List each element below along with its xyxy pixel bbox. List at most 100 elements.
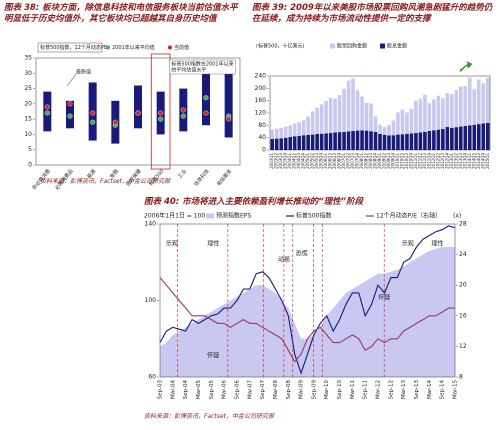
x-tick-label: 2003Q2	[274, 153, 279, 169]
bar-segment	[373, 131, 378, 150]
bar-segment	[337, 132, 342, 150]
legend-label: 12个月动态P/E（右轴）	[376, 212, 441, 220]
marker	[67, 101, 73, 107]
bar-segment	[427, 130, 432, 150]
x-tick-label: 电信服务	[215, 168, 233, 188]
x-tick-label: 2005Q3	[314, 153, 319, 169]
bar-segment	[445, 92, 450, 127]
y-tick-label: 60	[148, 374, 156, 381]
x-tick-label: 2007Q2	[346, 153, 351, 169]
x-tick-label: 2003Q1	[269, 153, 274, 169]
phase-label: 动摇	[278, 256, 290, 264]
marker	[203, 110, 209, 116]
x-tick-label: 2008Q1	[359, 153, 364, 169]
x-tick-label: Mar-14	[427, 380, 433, 400]
line	[159, 277, 455, 363]
bar-segment	[436, 95, 441, 130]
phase-label: 乐观	[166, 241, 178, 248]
x-tick-label: 2010Q1	[395, 153, 400, 169]
bar-segment	[409, 108, 414, 134]
y-tick-label: 16	[459, 312, 467, 319]
line	[159, 225, 456, 375]
bar-segment	[423, 94, 427, 132]
bar-segment	[369, 131, 373, 150]
x-tick-label: 2011Q3	[422, 153, 427, 169]
bar-segment	[396, 112, 400, 135]
range-bar	[224, 73, 233, 138]
x-tick-label: Sep-09	[311, 380, 317, 400]
x-tick-label: 2013Q2	[453, 153, 458, 169]
bar-segment	[283, 126, 288, 138]
bar-segment	[454, 127, 459, 150]
x-tick-label: Mar-06	[222, 380, 228, 400]
x-tick-label: Sep-13	[414, 380, 420, 400]
x-tick-label: 2014Q3	[476, 153, 481, 169]
bar-segment	[274, 138, 279, 150]
y-tick-label: 24	[459, 251, 467, 258]
x-tick-label: Sep-07	[260, 380, 266, 400]
x-tick-label: 2015Q1	[485, 153, 490, 169]
area	[160, 247, 455, 377]
y-tick-label: 120	[255, 110, 267, 117]
marker	[90, 119, 96, 125]
bar-segment	[301, 135, 306, 150]
marker	[226, 116, 232, 122]
x-tick-label: 2008Q4	[373, 153, 378, 169]
y-tick-label: 15	[24, 116, 32, 123]
legend-swatch	[380, 43, 385, 49]
bar-segment	[485, 78, 490, 123]
x-tick-label: 2009Q2	[381, 153, 386, 169]
bar-segment	[319, 104, 324, 134]
bar-segment	[459, 86, 463, 127]
bar-segment	[324, 100, 328, 134]
bar-segment	[391, 135, 396, 150]
chart-subtitle: (标普500，十亿美元)	[256, 43, 304, 50]
legend-label: 标普500指数	[296, 212, 331, 220]
bar-segment	[472, 89, 477, 125]
bar-segment	[418, 132, 423, 150]
x-tick-label: 2008Q2	[364, 153, 369, 169]
annotation: 的平均估值水平	[171, 67, 206, 74]
x-tick-label: 2012Q4	[444, 153, 449, 169]
phase-label: 怀疑	[378, 294, 390, 302]
x-tick-label: Mar-04	[170, 380, 176, 400]
bar-segment	[427, 103, 432, 131]
bar-segment	[306, 134, 310, 150]
bar-segment	[382, 134, 387, 150]
marker	[44, 110, 50, 116]
x-tick-label: 2004Q4	[301, 153, 306, 169]
x-tick-label: Mar-13	[401, 380, 407, 400]
x-tick-label: 2004Q2	[292, 153, 297, 169]
x-tick-label: 2003Q3	[278, 153, 283, 169]
x-tick-label: Sep-04	[183, 380, 189, 400]
x-tick-label: Sep-03	[158, 380, 164, 400]
x-tick-label: 2013Q1	[449, 153, 454, 169]
bar-segment	[378, 124, 382, 134]
y2-axis-label: (x)	[453, 213, 461, 220]
x-tick-label: 2006Q3	[332, 153, 337, 169]
marker	[180, 113, 186, 119]
bar-segment	[468, 77, 472, 126]
x-tick-label: 2009Q3	[386, 153, 391, 169]
bar-segment	[481, 83, 486, 124]
bar-segment	[373, 116, 378, 132]
bar-segment	[319, 133, 324, 150]
bar-segment	[463, 85, 468, 126]
marker	[158, 110, 164, 116]
bar-segment	[445, 126, 450, 150]
x-tick-label: 2009Q1	[377, 153, 382, 169]
bar-segment	[382, 127, 387, 135]
x-tick-label: 2014Q4	[480, 153, 485, 169]
y-tick-label: 20	[459, 282, 467, 289]
x-tick-label: 标普500	[147, 168, 165, 187]
annotation-arrow	[459, 61, 473, 72]
bar-segment	[432, 130, 436, 150]
x-tick-label: Mar-11	[350, 380, 356, 399]
bar-segment	[414, 100, 418, 134]
bar-segment	[342, 131, 346, 150]
x-tick-label: 2010Q3	[404, 153, 409, 169]
legend-label: 当前值	[174, 44, 189, 51]
bar-segment	[279, 138, 284, 150]
phase-label: 理性	[431, 240, 443, 248]
